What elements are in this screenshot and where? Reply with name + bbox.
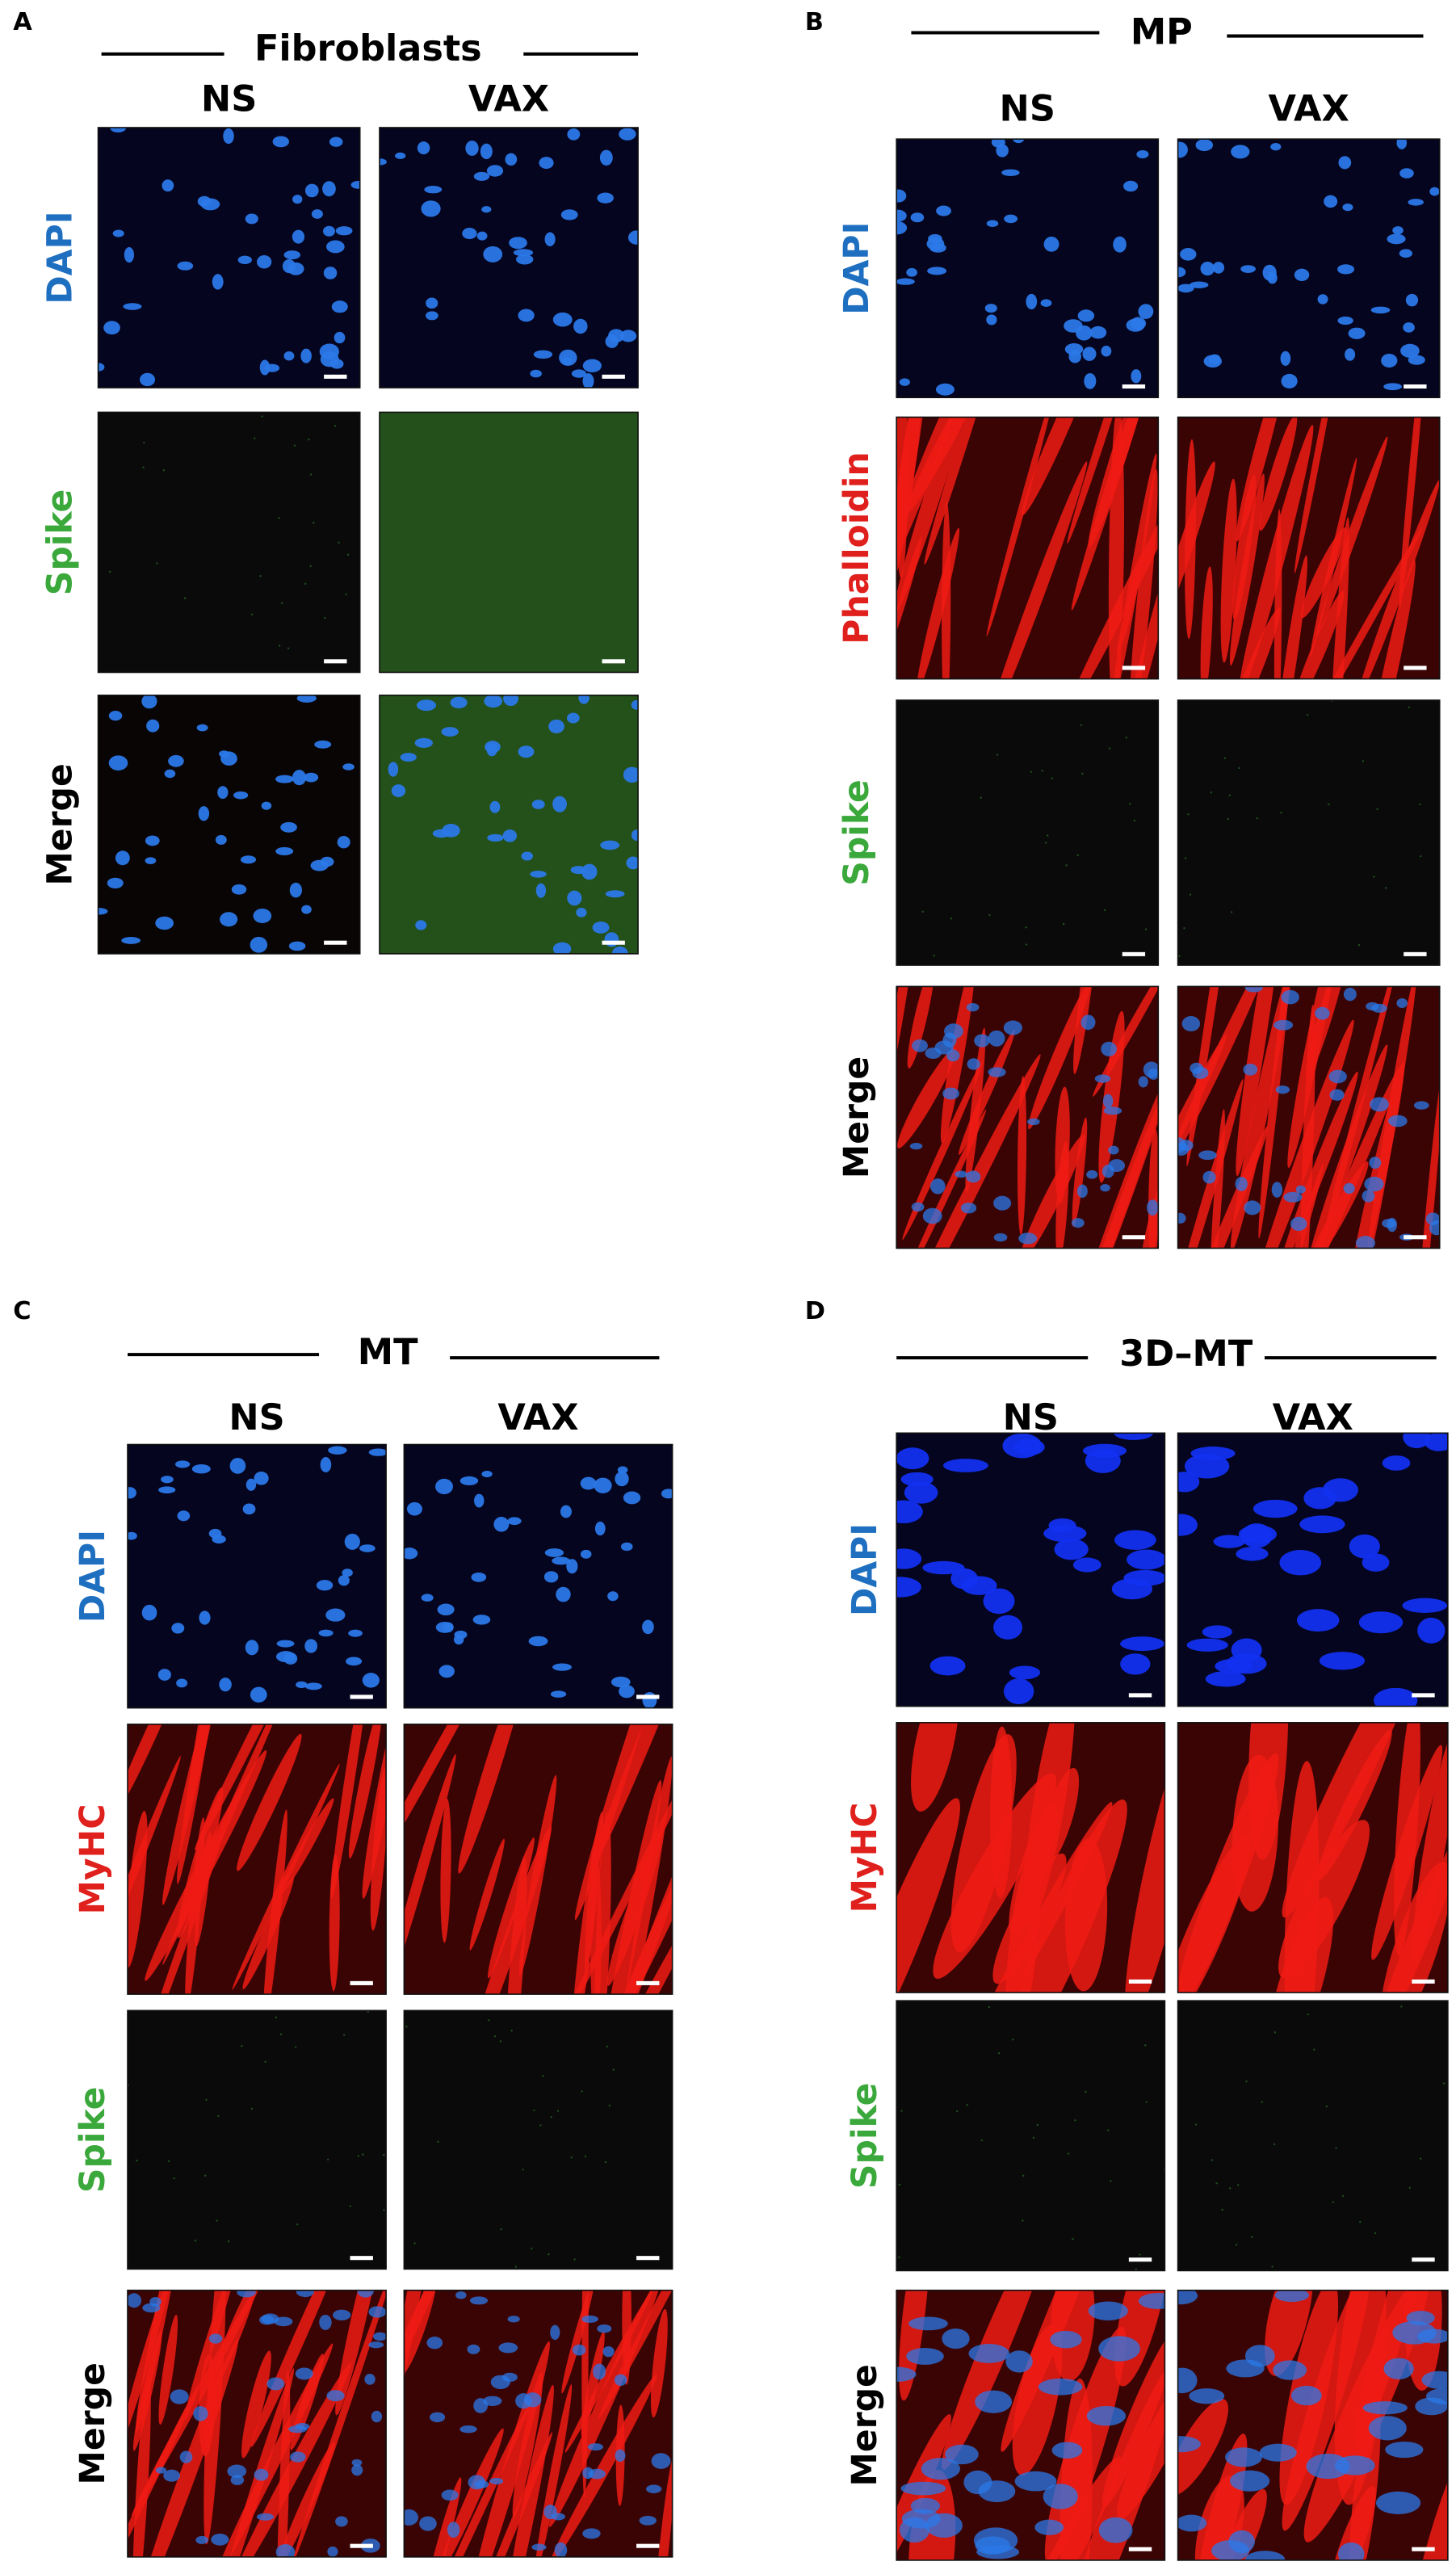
column-header: NS [1000,88,1055,130]
scale-bar [324,374,347,379]
micrograph [1177,2290,1448,2560]
micrograph [1177,1433,1448,1707]
scale-bar [1128,1693,1152,1698]
scale-bar [602,374,625,379]
micrograph [896,986,1159,1249]
micrograph [98,695,360,954]
micrograph [98,412,360,673]
scale-bar [636,2256,660,2261]
micrograph [98,127,360,388]
scale-bar [602,940,625,945]
micrograph [1177,699,1440,966]
micrograph [128,1444,387,1708]
panel-title: MT [358,1331,418,1373]
row-label: Phalloidin [837,451,877,644]
row-label: DAPI [73,1530,113,1623]
panel-letter: B [805,8,824,36]
row-label: DAPI [837,222,877,315]
scale-bar [350,2256,373,2261]
micrograph [404,1724,673,1995]
row-label: Spike [837,779,877,886]
column-header: VAX [1273,1396,1353,1438]
scale-bar [1404,384,1427,389]
scale-bar [350,1980,373,1985]
panel-title: 3D–MT [1119,1333,1253,1375]
micrograph [1177,1722,1448,1993]
scale-bar [636,2543,660,2548]
column-header: NS [229,1396,284,1438]
micrograph [128,1724,387,1995]
micrograph [1177,139,1440,398]
scale-bar [1412,1979,1435,1984]
row-label: DAPI [40,211,80,304]
scale-bar [602,659,625,664]
panel-letter: D [805,1297,825,1325]
micrograph [896,1433,1165,1707]
panel-letter: A [13,8,32,36]
micrograph [404,1444,673,1708]
scale-bar [350,2543,373,2548]
row-label: Spike [845,2082,885,2189]
column-header: VAX [1269,88,1349,130]
column-header: NS [201,78,257,120]
micrograph [1177,2001,1448,2271]
micrograph [896,699,1159,966]
column-header: VAX [468,78,549,120]
micrograph [379,412,639,673]
column-header: NS [1003,1396,1059,1438]
row-label: Merge [73,2362,113,2484]
scale-bar [1122,384,1146,389]
row-label: Merge [845,2364,885,2486]
scale-bar [1128,1979,1152,1984]
micrograph [896,139,1159,398]
scale-bar [1404,1235,1427,1240]
micrograph [404,2010,673,2270]
micrograph [896,417,1159,679]
column-header: VAX [497,1396,578,1438]
micrograph [896,2001,1165,2271]
scale-bar [636,1694,660,1699]
scale-bar [1122,666,1146,670]
panel-title: Fibroblasts [254,27,482,69]
micrograph [896,2290,1165,2560]
scale-bar [1404,666,1427,670]
scale-bar [1412,2257,1435,2262]
scale-bar [636,1980,660,1985]
scale-bar [1404,951,1427,956]
scale-bar [324,659,347,664]
row-label: DAPI [845,1523,885,1616]
scale-bar [1412,1693,1435,1698]
scale-bar [1128,2547,1152,2551]
row-label: MyHC [845,1803,885,1913]
row-label: Spike [73,2087,113,2194]
scale-bar [1128,2257,1152,2262]
micrograph [128,2010,387,2270]
micrograph [379,127,639,388]
row-label: MyHC [73,1804,113,1915]
micrograph [404,2290,673,2557]
scale-bar [350,1694,373,1699]
panel-title: MP [1131,11,1193,53]
scale-bar [1122,951,1146,956]
row-label: Spike [40,489,80,596]
micrograph [379,695,639,954]
micrograph [128,2290,387,2557]
micrograph [1177,417,1440,679]
row-label: Merge [837,1056,877,1178]
scale-bar [324,940,347,945]
panel-letter: C [13,1297,31,1325]
micrograph [1177,986,1440,1249]
scale-bar [1412,2547,1435,2551]
scale-bar [1122,1235,1146,1240]
row-label: Merge [40,763,80,885]
